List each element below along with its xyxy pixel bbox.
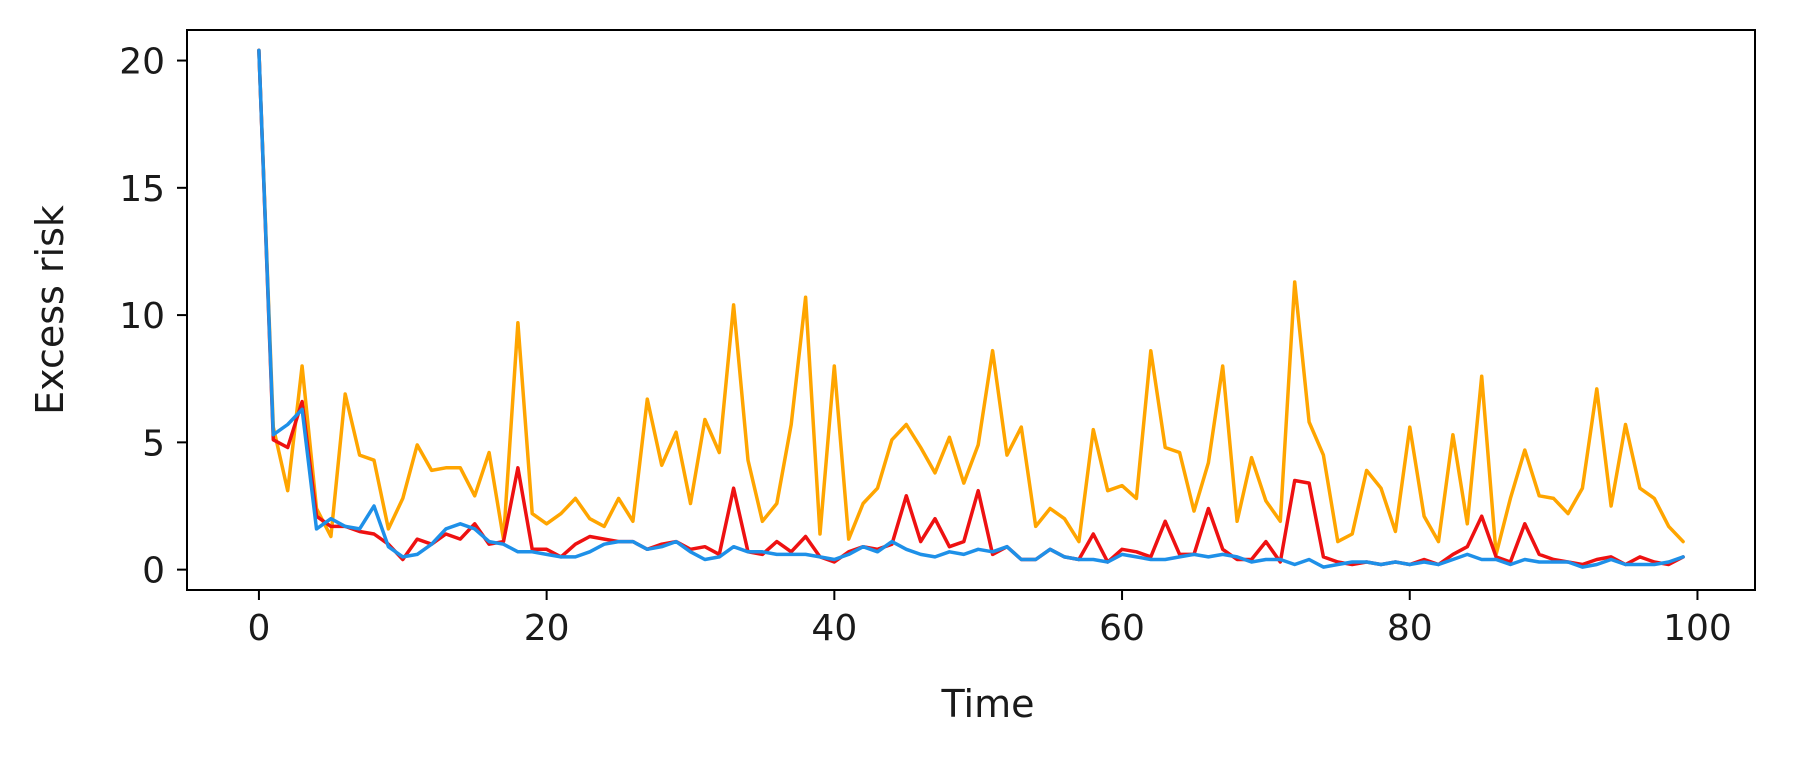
- y-tick-label: 0: [142, 551, 165, 592]
- series-layer: [257, 48, 1685, 569]
- y-tick-label: 15: [119, 169, 165, 210]
- y-tick-label: 10: [119, 296, 165, 337]
- x-tick-label: 20: [524, 608, 570, 649]
- x-tick-label: 60: [1099, 608, 1145, 649]
- y-tick-label: 5: [142, 423, 165, 464]
- series-line-3: [257, 48, 1685, 569]
- y-tick-label: 20: [119, 42, 165, 83]
- plot-frame: [186, 29, 1756, 591]
- x-axis: 0 20 40 60 80 100: [247, 590, 1732, 649]
- series-line-1: [257, 48, 1685, 557]
- y-axis: 0 5 10 15 20: [119, 42, 187, 592]
- x-tick-label: 40: [811, 608, 857, 649]
- x-tick-label: 0: [247, 608, 270, 649]
- y-axis-title: Excess risk: [28, 205, 72, 415]
- x-tick-label: 80: [1387, 608, 1433, 649]
- x-axis-title: Time: [941, 682, 1035, 726]
- x-tick-label: 100: [1663, 608, 1732, 649]
